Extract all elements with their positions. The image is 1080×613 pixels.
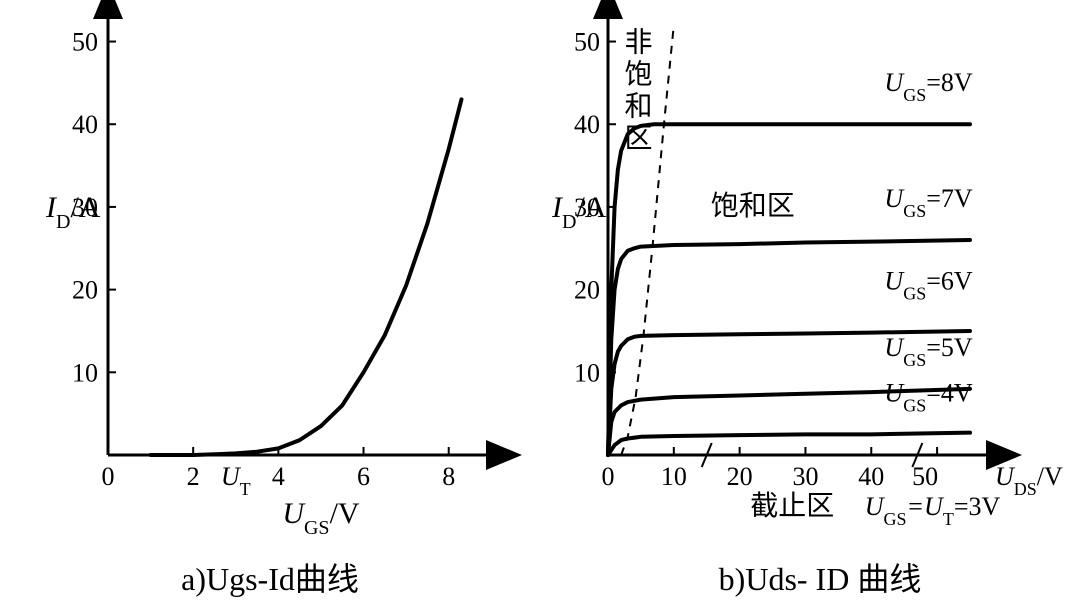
cutoff-region-label: 截止区 — [750, 490, 834, 522]
chart-a-ytick-label: 50 — [72, 28, 98, 57]
chart-b-ytick-label: 20 — [574, 276, 600, 305]
chart-a-panel: 024681020304050 ID/AUTUGS/Va)Ugs-Id曲线 — [0, 0, 540, 613]
ut-label: UT — [221, 462, 251, 499]
linear-region-label: 饱 — [624, 59, 652, 91]
chart-b-xtick-label: 10 — [661, 462, 687, 491]
figure-container: 0 2 4 6 8 10 20 30 40 50 ID/A UT UGS/V a)Ugs-Id曲线 0 1… — [0, 0, 1080, 613]
chart-b-xtick-label: 40 — [858, 462, 884, 491]
ugs-curve-label: UGS=8V — [884, 68, 972, 105]
chart-b-svg: 010203040501020304050 ID/AUDS/VUGS=8VUGS… — [540, 0, 1080, 613]
chart-a-ticks: 024681020304050 — [72, 28, 455, 491]
chart-b-caption: b)Uds- ID 曲线 — [719, 561, 922, 597]
chart-b-ytick-label: 50 — [574, 28, 600, 57]
chart-a-xtick-label: 0 — [102, 462, 115, 491]
chart-a-xlabel: UGS/V — [282, 497, 360, 539]
linear-region-label: 非 — [624, 27, 652, 59]
saturation-region-label: 饱和区 — [711, 190, 795, 222]
threshold-label: UGS=UT=3V — [865, 492, 1001, 529]
chart-a-ytick-label: 10 — [72, 358, 98, 387]
chart-b-panel: 010203040501020304050 ID/AUDS/VUGS=8VUGS… — [540, 0, 1080, 613]
chart-a-ytick-label: 40 — [72, 110, 98, 139]
ugs-curve-label: UGS=7V — [884, 184, 972, 221]
chart-a-ylabel: ID/A — [45, 191, 101, 233]
chart-a-xtick-label: 6 — [357, 462, 370, 491]
chart-b-curve-ugs — [608, 240, 970, 455]
chart-b-xtick-label: 0 — [602, 462, 615, 491]
chart-a-caption: a)Ugs-Id曲线 — [181, 561, 359, 597]
ugs-curve-label: UGS=4V — [884, 378, 972, 415]
linear-region-label: 区 — [624, 124, 652, 155]
ugs-curve-label: UGS=5V — [884, 333, 972, 370]
chart-b-labels: ID/A UDS/V UGS=8V UGS=7V UGS=6V UGS=5V UGS=4V U… — [551, 27, 1063, 597]
chart-b-xtick-label: 20 — [727, 462, 753, 491]
linear-region-label: 和 — [624, 91, 652, 123]
chart-a-transfer-curve — [151, 99, 462, 455]
chart-a-curve — [151, 99, 462, 455]
chart-b-xtick-label: 30 — [792, 462, 818, 491]
chart-b-curve-ugs — [608, 433, 970, 455]
chart-a-xtick-label: 4 — [272, 462, 285, 491]
chart-b-ytick-label: 10 — [574, 358, 600, 387]
chart-b-xlabel: UDS/V — [995, 462, 1063, 499]
chart-a-ytick-label: 20 — [72, 276, 98, 305]
ugs-curve-label: UGS=6V — [884, 267, 972, 304]
chart-a-xtick-label: 2 — [187, 462, 200, 491]
chart-b-ylabel: ID/A — [551, 191, 607, 233]
chart-a-axes — [108, 13, 492, 455]
chart-a-xtick-label: 8 — [442, 462, 455, 491]
chart-a-labels: ID/A UT UGS/V a)Ugs-Id曲线 — [45, 191, 360, 597]
chart-b-xtick-label: 50 — [912, 462, 938, 491]
chart-a-svg: 024681020304050 ID/AUTUGS/Va)Ugs-Id曲线 — [0, 0, 540, 613]
chart-b-ytick-label: 40 — [574, 110, 600, 139]
